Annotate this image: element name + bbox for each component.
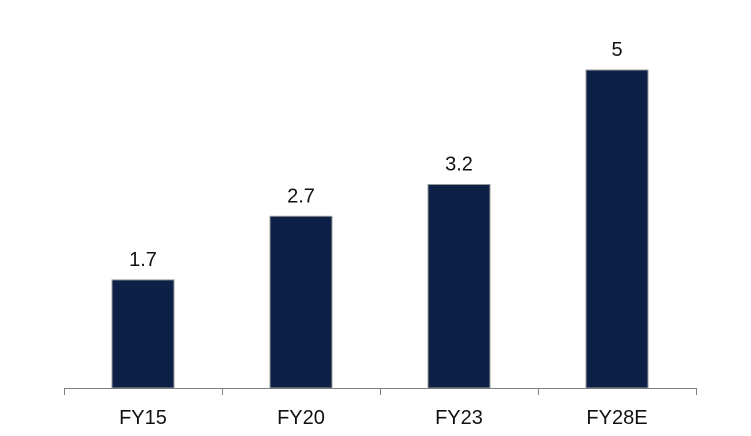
x-axis-tick-labels-group: FY15 FY20 FY23 FY28E bbox=[119, 407, 647, 429]
bars-group bbox=[111, 69, 649, 389]
bar-fy28e bbox=[585, 69, 649, 389]
data-label-fy28e: 5 bbox=[611, 39, 622, 61]
x-tick-label-fy23: FY23 bbox=[435, 407, 483, 429]
x-tick-label-fy15: FY15 bbox=[119, 407, 167, 429]
data-label-fy23: 3.2 bbox=[445, 153, 473, 175]
bar-fy15 bbox=[111, 279, 175, 389]
data-label-fy20: 2.7 bbox=[287, 185, 315, 207]
data-label-fy15: 1.7 bbox=[129, 249, 157, 271]
x-axis-ticks-group bbox=[64, 388, 697, 395]
data-labels-group: 1.7 2.7 3.2 5 bbox=[129, 39, 622, 271]
bar-fy20 bbox=[269, 215, 333, 389]
bar-fy23 bbox=[427, 183, 491, 389]
x-tick-label-fy28e: FY28E bbox=[586, 407, 647, 429]
x-tick-label-fy20: FY20 bbox=[277, 407, 325, 429]
